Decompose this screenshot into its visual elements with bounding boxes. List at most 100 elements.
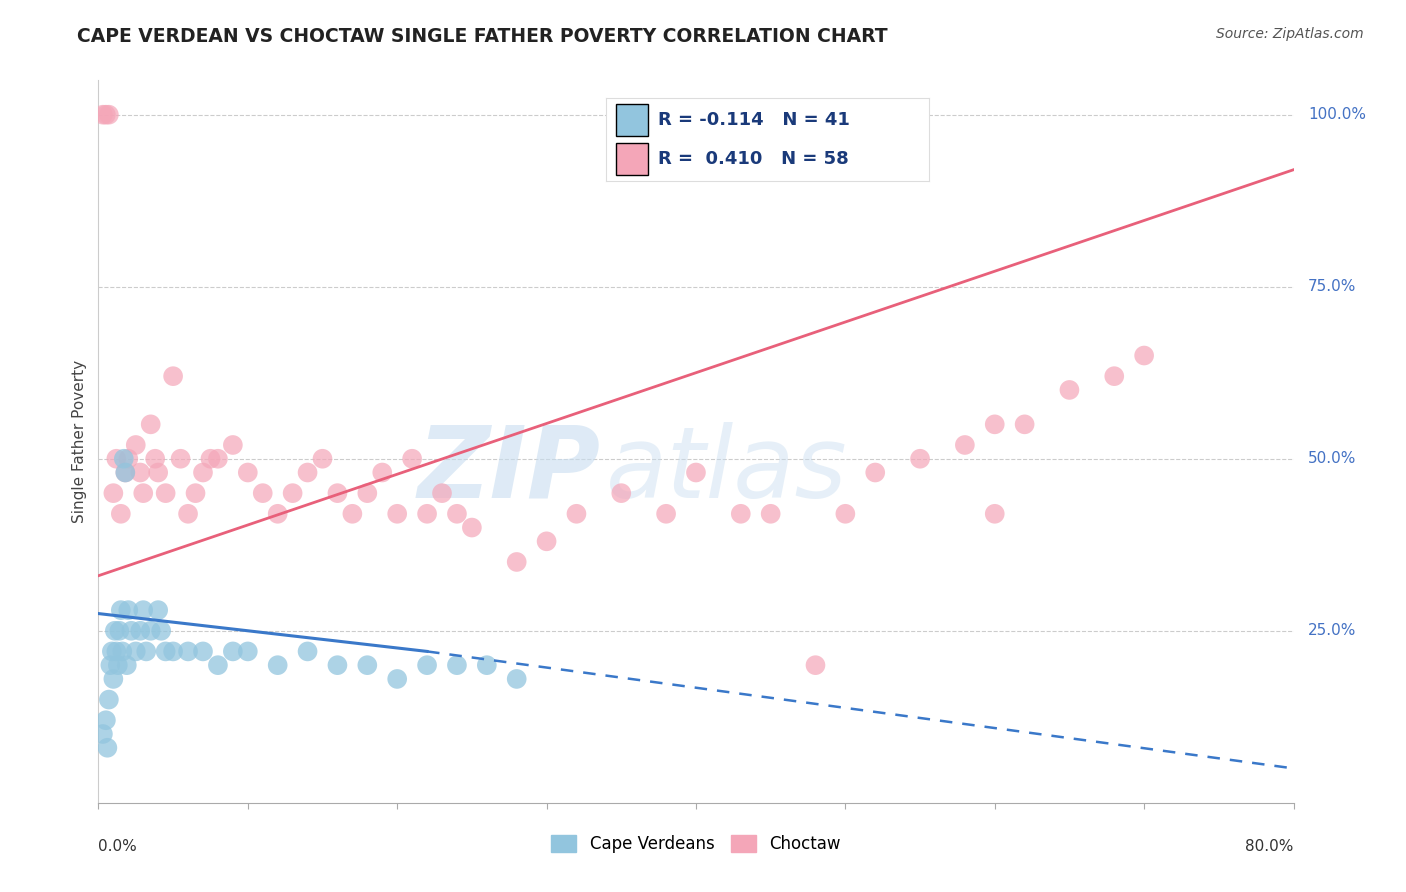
Point <box>200 451 222 466</box>
Point <box>150 624 173 638</box>
Point <box>1104 369 1126 384</box>
Point <box>326 658 349 673</box>
Point <box>326 486 349 500</box>
Point <box>105 644 128 658</box>
Point <box>1014 417 1036 432</box>
Text: atlas: atlas <box>606 422 848 519</box>
Point <box>155 486 177 500</box>
Point <box>342 507 364 521</box>
Point <box>685 466 707 480</box>
Point <box>430 486 453 500</box>
Point <box>103 486 125 500</box>
Point <box>1059 383 1081 397</box>
Point <box>267 507 290 521</box>
Point <box>416 658 439 673</box>
Point <box>91 727 114 741</box>
Point <box>104 624 127 638</box>
Point <box>236 644 259 658</box>
Point <box>148 466 170 480</box>
Point <box>475 658 498 673</box>
Point <box>207 658 229 673</box>
Point <box>446 507 468 521</box>
Point <box>155 644 177 658</box>
Point <box>110 507 132 521</box>
Point <box>506 555 529 569</box>
Point <box>371 466 394 480</box>
Point <box>385 672 409 686</box>
Point <box>114 466 136 480</box>
Point <box>139 624 162 638</box>
Point <box>114 466 136 480</box>
Text: 50.0%: 50.0% <box>1308 451 1357 467</box>
Point <box>177 644 200 658</box>
Point <box>94 713 117 727</box>
Point <box>103 672 125 686</box>
Point <box>730 507 752 521</box>
Point <box>222 644 245 658</box>
Point <box>865 466 887 480</box>
Point <box>984 417 1007 432</box>
Point <box>139 417 162 432</box>
Point <box>94 108 117 122</box>
Point <box>297 644 319 658</box>
Point <box>191 644 214 658</box>
Point <box>506 672 529 686</box>
Point <box>356 658 378 673</box>
Point <box>311 451 333 466</box>
Point <box>804 658 827 673</box>
Point <box>401 451 423 466</box>
Point <box>565 507 588 521</box>
Text: 75.0%: 75.0% <box>1308 279 1357 294</box>
Point <box>169 451 191 466</box>
Point <box>184 486 207 500</box>
Point <box>91 108 114 122</box>
Point <box>759 507 782 521</box>
Text: 100.0%: 100.0% <box>1308 107 1365 122</box>
Point <box>148 603 170 617</box>
Text: ZIP: ZIP <box>418 422 600 519</box>
Point <box>297 466 319 480</box>
Point <box>461 520 484 534</box>
Point <box>191 466 214 480</box>
Point <box>97 692 120 706</box>
Point <box>252 486 274 500</box>
Text: 0.0%: 0.0% <box>98 838 138 854</box>
Point <box>177 507 200 521</box>
Point <box>112 451 135 466</box>
Point <box>107 658 129 673</box>
Text: 80.0%: 80.0% <box>1246 838 1294 854</box>
Point <box>98 658 122 673</box>
Point <box>1133 349 1156 363</box>
Point <box>143 451 166 466</box>
Point <box>135 644 157 658</box>
Text: 25.0%: 25.0% <box>1308 624 1357 639</box>
Point <box>356 486 378 500</box>
Point <box>132 603 155 617</box>
Legend: Cape Verdeans, Choctaw: Cape Verdeans, Choctaw <box>544 828 848 860</box>
Point <box>610 486 633 500</box>
Y-axis label: Single Father Poverty: Single Father Poverty <box>72 360 87 523</box>
Point <box>416 507 439 521</box>
Point <box>132 486 155 500</box>
Point <box>236 466 259 480</box>
Point <box>834 507 856 521</box>
Point <box>207 451 229 466</box>
Point <box>117 603 139 617</box>
Point <box>101 644 124 658</box>
Point <box>162 644 184 658</box>
Point <box>267 658 290 673</box>
Point <box>97 108 120 122</box>
Point <box>953 438 976 452</box>
Point <box>129 466 152 480</box>
Text: CAPE VERDEAN VS CHOCTAW SINGLE FATHER POVERTY CORRELATION CHART: CAPE VERDEAN VS CHOCTAW SINGLE FATHER PO… <box>77 27 889 45</box>
Point <box>108 624 131 638</box>
Point <box>222 438 245 452</box>
Point <box>125 438 148 452</box>
Text: Source: ZipAtlas.com: Source: ZipAtlas.com <box>1216 27 1364 41</box>
Point <box>162 369 184 384</box>
Point <box>446 658 468 673</box>
Point <box>281 486 304 500</box>
Point <box>655 507 678 521</box>
Point <box>908 451 931 466</box>
Point <box>984 507 1007 521</box>
